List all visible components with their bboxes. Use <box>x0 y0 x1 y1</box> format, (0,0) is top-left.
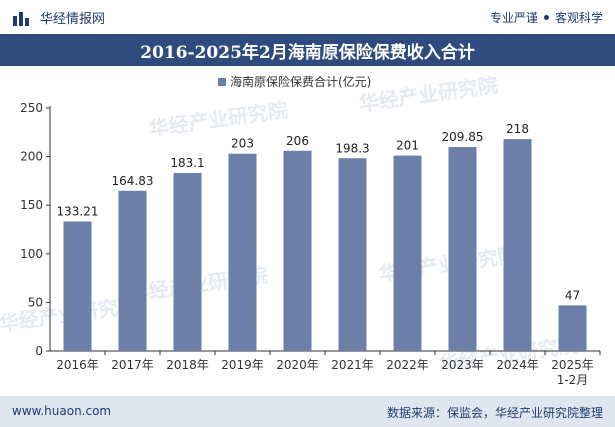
data-label: 133.21 <box>57 205 99 219</box>
x-tick-label: 2019年 <box>221 358 264 372</box>
legend-swatch <box>218 78 226 86</box>
y-tick-label: 250 <box>20 101 43 115</box>
x-tick-label: 2022年 <box>386 358 429 372</box>
y-tick-label: 0 <box>35 344 43 358</box>
bar <box>173 173 202 351</box>
legend: 海南原保险保费合计(亿元) <box>218 74 371 89</box>
x-tick-label-line: 2022年 <box>386 358 429 372</box>
top-bar: 华经情报网 专业严谨 客观科学 <box>0 0 615 34</box>
x-tick-label-line: 2021年 <box>331 358 374 372</box>
x-tick-label: 2021年 <box>331 358 374 372</box>
x-tick-label-line: 2017年 <box>111 358 154 372</box>
bar <box>283 150 312 351</box>
data-label: 206 <box>286 134 309 148</box>
brand: 华经情报网 <box>12 8 105 27</box>
x-tick-label-line: 2019年 <box>221 358 264 372</box>
x-tick-label-line: 2023年 <box>441 358 484 372</box>
bar <box>503 139 532 351</box>
x-tick-label-line: 2025年 <box>551 358 594 372</box>
x-tick-label-line: 2018年 <box>166 358 209 372</box>
bar <box>393 155 422 351</box>
bar <box>338 158 367 351</box>
x-tick-label-line: 2016年 <box>56 358 99 372</box>
slogan-left: 专业严谨 <box>489 11 538 25</box>
x-tick-label: 2018年 <box>166 358 209 372</box>
x-tick-label: 2020年 <box>276 358 319 372</box>
x-tick-label-line: 2020年 <box>276 358 319 372</box>
footer: www.huaon.com 数据来源：保监会，华经产业研究院整理 <box>0 396 615 427</box>
bar <box>63 221 92 351</box>
bar <box>558 305 587 351</box>
chart-area: 华经产业研究院华经产业研究院华经产业研究院华经产业研究院华经产业研究院华经产业研… <box>0 66 615 396</box>
data-label: 203 <box>231 137 254 151</box>
dot-separator-icon <box>543 15 549 20</box>
watermark-text: 华经产业研究院 <box>357 73 499 116</box>
y-tick-label: 150 <box>20 198 43 212</box>
legend-label: 海南原保险保费合计(亿元) <box>230 74 371 89</box>
x-tick-label: 2016年 <box>56 358 99 372</box>
data-label: 218 <box>506 122 529 136</box>
bar-chart: 华经产业研究院华经产业研究院华经产业研究院华经产业研究院华经产业研究院华经产业研… <box>0 73 601 387</box>
x-tick-label: 2024年 <box>496 358 539 372</box>
bar-chart-logo-icon <box>13 11 29 26</box>
watermark-text: 华经产业研究院 <box>147 98 289 141</box>
slogan-right: 客观科学 <box>554 11 603 25</box>
data-label: 47 <box>565 288 580 302</box>
x-tick-label: 2017年 <box>111 358 154 372</box>
chart-title: 2016-2025年2月海南原保险保费收入合计 <box>0 34 615 66</box>
data-label: 201 <box>396 139 419 153</box>
data-label: 209.85 <box>442 130 484 144</box>
x-tick-label: 2025年 1-2月 <box>551 358 594 387</box>
y-tick-label: 200 <box>20 150 43 164</box>
bar <box>118 190 147 351</box>
footer-url: www.huaon.com <box>12 404 112 418</box>
brand-name: 华经情报网 <box>40 12 106 27</box>
bar <box>228 153 257 351</box>
data-label: 183.1 <box>170 156 204 170</box>
bar <box>448 147 477 351</box>
y-tick-label: 50 <box>28 295 43 309</box>
data-label: 164.83 <box>112 174 154 188</box>
y-tick-label: 100 <box>20 247 43 261</box>
data-label: 198.3 <box>335 141 369 155</box>
slogan: 专业严谨 客观科学 <box>490 9 603 26</box>
footer-source: 数据来源：保监会，华经产业研究院整理 <box>386 406 603 420</box>
x-tick-label-line: 2024年 <box>496 358 539 372</box>
x-tick-label-line: 1-2月 <box>557 373 589 387</box>
x-tick-label: 2023年 <box>441 358 484 372</box>
